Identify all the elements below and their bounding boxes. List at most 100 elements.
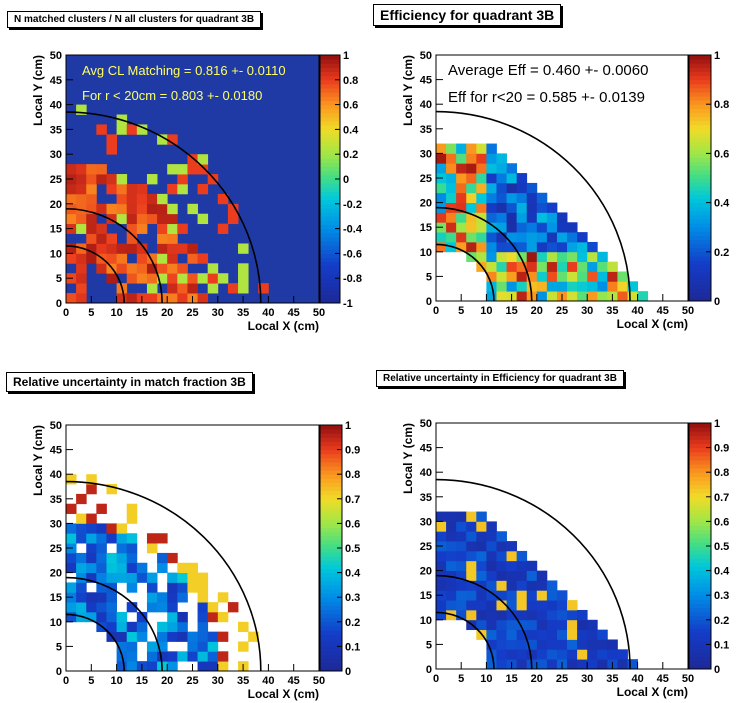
y-tick-label: 0 [426, 296, 432, 308]
y-tick-label: 35 [50, 124, 62, 136]
colorbar-segment [689, 513, 711, 518]
heatmap-cell [567, 629, 578, 640]
heatmap-cell [476, 182, 487, 194]
y-tick-label: 25 [420, 541, 432, 553]
colorbar-segment [689, 161, 711, 167]
colorbar-segment [320, 212, 340, 217]
heatmap-cell [66, 523, 77, 534]
heatmap-cell [506, 202, 518, 213]
heatmap-cell [197, 631, 209, 642]
colorbar-segment [689, 178, 711, 183]
colorbar-segment [689, 182, 711, 187]
heatmap-cell [96, 562, 107, 573]
heatmap-cell [456, 232, 467, 243]
heatmap-cell [106, 253, 117, 264]
heatmap-cell [96, 223, 107, 234]
heatmap-cell [217, 611, 229, 623]
colorbar-segment [320, 441, 342, 446]
heatmap-cell [177, 592, 188, 603]
heatmap-cell [146, 193, 158, 205]
heatmap-cell [197, 602, 209, 613]
y-axis-label: Local Y (cm) [31, 55, 45, 126]
x-tick-label: 0 [63, 675, 69, 687]
heatmap-cell [436, 609, 447, 621]
heatmap-cell [167, 164, 178, 175]
heatmap-cell [526, 629, 538, 640]
heatmap-cell [617, 281, 628, 292]
colorbar-segment [689, 533, 711, 539]
heatmap-cell [167, 621, 178, 633]
heatmap-cell [587, 281, 598, 292]
heatmap-cell [167, 273, 178, 284]
heatmap-cell [577, 639, 588, 650]
heatmap-cell [167, 183, 178, 195]
heatmap-cell [116, 183, 128, 195]
heatmap-cell [197, 572, 209, 583]
heatmap-cell [106, 523, 117, 534]
colorbar-segment [689, 570, 711, 576]
heatmap-cell [207, 602, 219, 613]
heatmap-cell [466, 550, 477, 562]
colorbar-segment [320, 117, 340, 122]
heatmap-cell [567, 281, 578, 292]
heatmap-cell [536, 212, 548, 223]
colorbar-segment [320, 515, 342, 520]
heatmap-cell [86, 474, 97, 485]
colorbar-segment [320, 104, 340, 110]
y-tick-label: 10 [50, 617, 62, 629]
heatmap-cell [167, 552, 178, 564]
colorbar-segment [320, 617, 342, 623]
heatmap-cell [526, 639, 538, 650]
heatmap-cell [506, 649, 518, 660]
stat-annotation: Eff for r<20 = 0.585 +- 0.0139 [448, 89, 645, 106]
heatmap-cell [436, 550, 447, 562]
heatmap-cell [96, 203, 107, 215]
colorbar-segment [320, 133, 340, 139]
colorbar-segment [320, 474, 342, 479]
heatmap-cell [116, 174, 128, 185]
heatmap-cell [177, 631, 188, 642]
heatmap-cell [546, 609, 558, 621]
heatmap-cell [486, 182, 497, 194]
heatmap-cell [486, 580, 497, 591]
heatmap-cell [456, 163, 467, 174]
heatmap-cell [506, 192, 518, 203]
colorbar-segment [320, 650, 342, 656]
x-tick-label: 40 [631, 673, 643, 685]
colorbar-segment [689, 67, 711, 72]
heatmap-cell [466, 570, 477, 581]
heatmap-cell [136, 562, 148, 573]
heatmap-cell [146, 582, 158, 593]
heatmap-cell [126, 203, 138, 215]
heatmap-cell [167, 293, 178, 304]
heatmap-cell [496, 182, 507, 194]
heatmap-cell [177, 223, 188, 234]
colorbar-segment [320, 527, 342, 533]
heatmap-cell [446, 212, 457, 223]
heatmap-cell [556, 281, 568, 292]
heatmap-cell [556, 600, 568, 611]
heatmap-cell [116, 661, 128, 672]
heatmap-cell [496, 192, 507, 203]
heatmap-cell [66, 552, 77, 564]
colorbar-segment [689, 496, 711, 502]
heatmap-cell [587, 251, 598, 263]
colorbar-segment [689, 292, 711, 298]
heatmap-cell [506, 281, 518, 292]
heatmap-cell [446, 531, 457, 542]
heatmap-cell [146, 543, 158, 554]
heatmap-cell [546, 251, 558, 263]
heatmap-cell [546, 281, 558, 292]
heatmap-cell [546, 639, 558, 650]
radius-arc [65, 245, 125, 304]
heatmap-cell [446, 580, 457, 591]
colorbar-segment [689, 431, 711, 436]
heatmap-cell [536, 570, 548, 581]
heatmap-cell [446, 202, 457, 213]
heatmap-cell [506, 173, 518, 184]
colorbar-segment [689, 194, 711, 199]
colorbar-segment [689, 529, 711, 535]
heatmap-cell [476, 511, 487, 522]
heatmap-cell [238, 263, 249, 274]
colorbar-segment [320, 511, 342, 516]
